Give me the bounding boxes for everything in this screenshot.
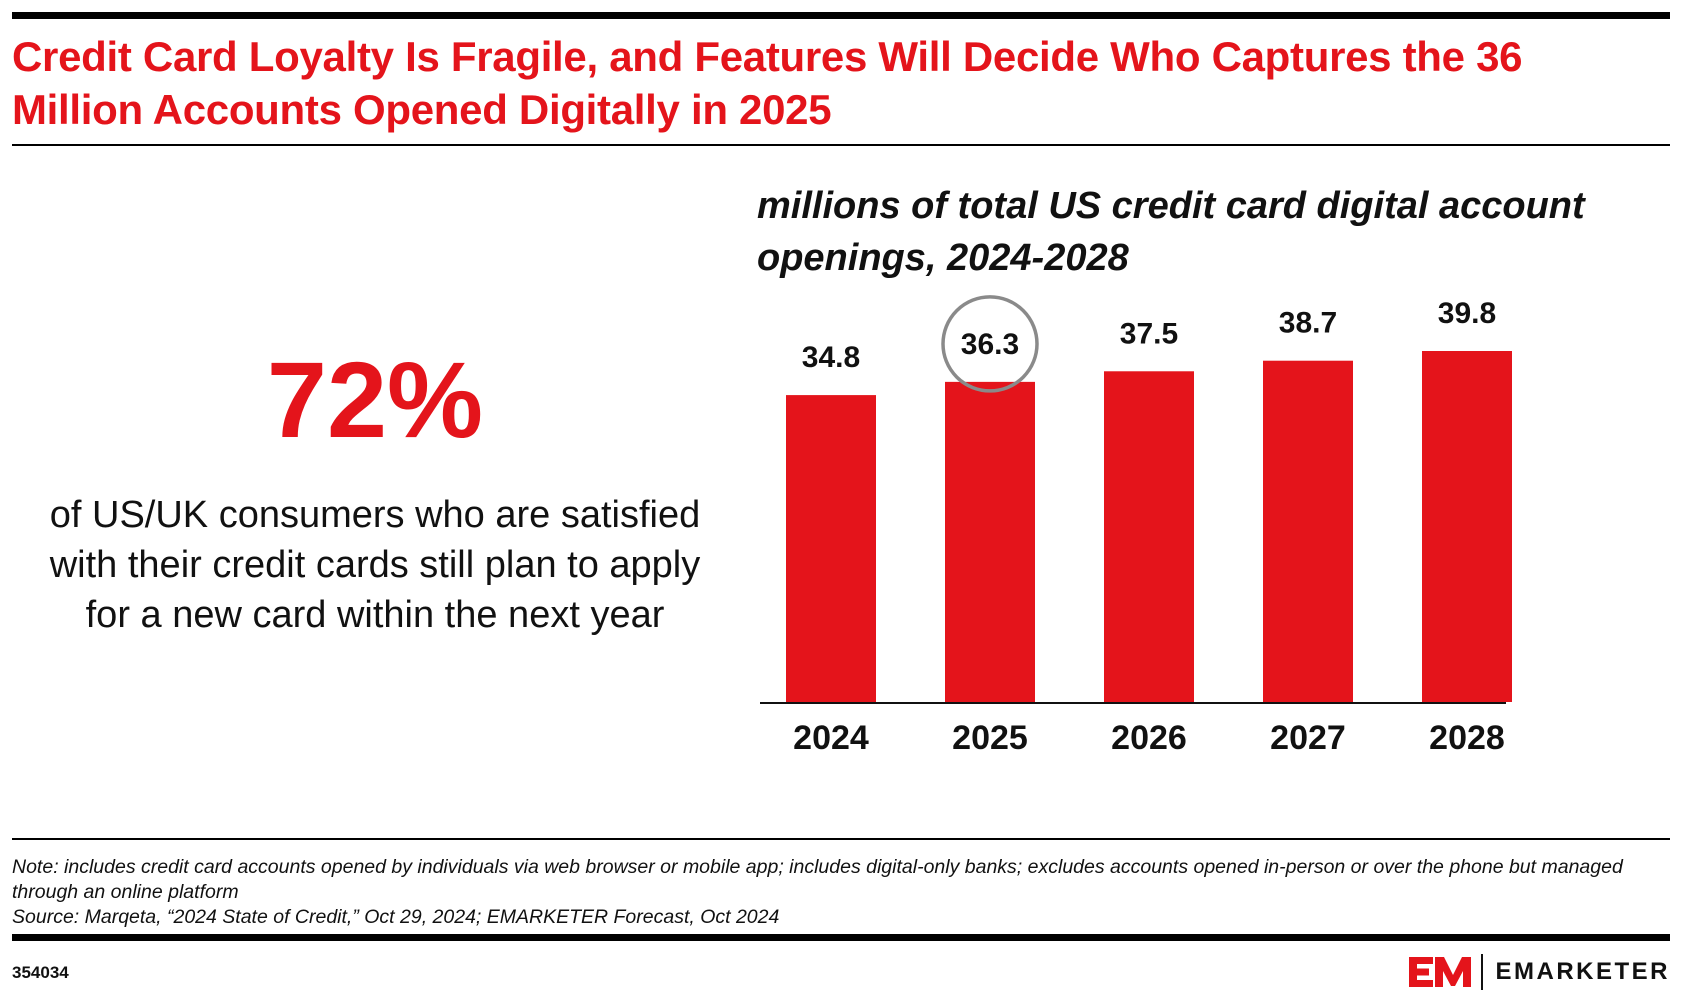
x-tick-label-2026: 2026 bbox=[1111, 719, 1187, 757]
x-tick-label-2024: 2024 bbox=[793, 719, 869, 757]
data-label-2028: 39.8 bbox=[1438, 297, 1496, 330]
stat-description: of US/UK consumers who are satisfied wit… bbox=[49, 494, 701, 636]
stat-value: 72% bbox=[266, 339, 484, 460]
x-tick-label-2028: 2028 bbox=[1429, 719, 1505, 757]
em-logo-mark-icon bbox=[1409, 957, 1472, 987]
footnote: Note: includes credit card accounts open… bbox=[12, 855, 1662, 930]
bar-2027 bbox=[1263, 360, 1353, 702]
bar-2025 bbox=[945, 381, 1035, 702]
bar-2028 bbox=[1422, 351, 1512, 702]
bar-2024 bbox=[786, 395, 876, 702]
data-label-2025: 36.3 bbox=[961, 328, 1019, 361]
brand-name: EMARKETER bbox=[1495, 958, 1670, 985]
logo-divider bbox=[1481, 954, 1484, 990]
bar-chart: 34.8 2024 36.3 2025 37.5 2026 38.7 2027 39.8 2028 bbox=[760, 295, 1512, 757]
top-rule bbox=[12, 12, 1670, 19]
data-label-2027: 38.7 bbox=[1279, 307, 1337, 340]
footer-rule bbox=[12, 934, 1670, 941]
x-tick-label-2027: 2027 bbox=[1270, 719, 1346, 757]
data-label-2024: 34.8 bbox=[802, 341, 860, 374]
x-tick-label-2025: 2025 bbox=[952, 719, 1028, 757]
highlight-circle bbox=[941, 295, 1039, 393]
brand-logo: EMARKETER bbox=[1409, 952, 1670, 992]
chart-id: 354034 bbox=[12, 963, 69, 982]
bar-2026 bbox=[1104, 371, 1194, 702]
note-divider bbox=[12, 838, 1670, 840]
page-title: Credit Card Loyalty Is Fragile, and Feat… bbox=[12, 33, 1523, 133]
title-divider bbox=[12, 144, 1670, 146]
footnote-note: Note: includes credit card accounts open… bbox=[12, 856, 1623, 903]
chart-title: millions of total US credit card digital… bbox=[757, 185, 1585, 279]
footnote-source: Source: Marqeta, “2024 State of Credit,”… bbox=[12, 906, 780, 928]
data-label-2026: 37.5 bbox=[1120, 317, 1178, 350]
